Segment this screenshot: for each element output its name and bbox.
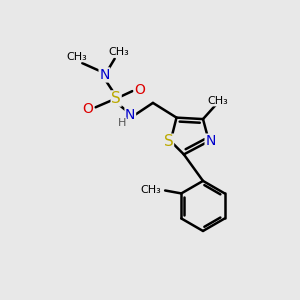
Text: S: S [111,91,121,106]
Text: H: H [118,118,126,128]
Text: N: N [99,68,110,82]
Text: O: O [83,102,94,116]
Text: N: N [205,134,215,148]
Text: CH₃: CH₃ [66,52,87,62]
Text: S: S [164,134,173,149]
Text: CH₃: CH₃ [140,185,161,196]
Text: CH₃: CH₃ [207,96,228,106]
Text: O: O [134,82,145,97]
Text: N: N [125,108,136,122]
Text: CH₃: CH₃ [109,47,130,57]
